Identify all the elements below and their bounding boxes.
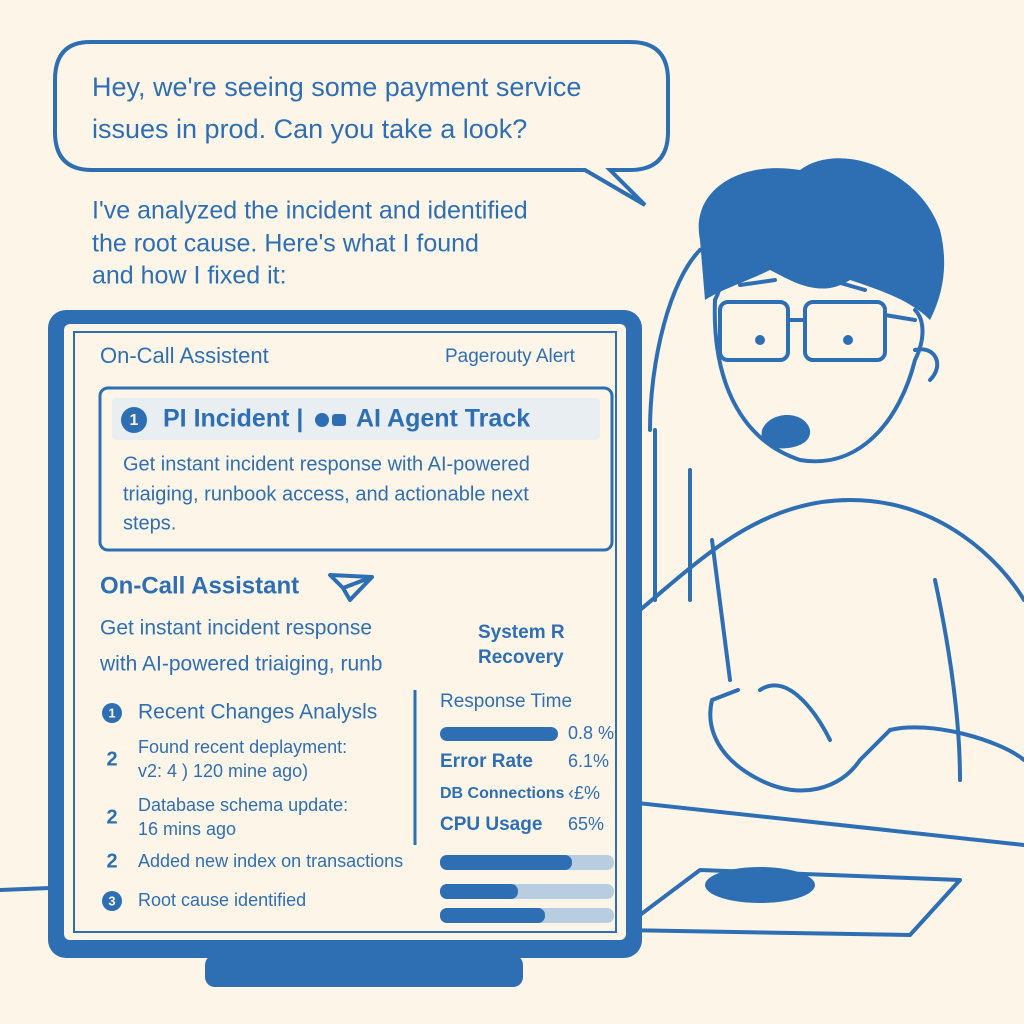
section-description-line: Get instant incident response	[100, 617, 372, 640]
step-marker-badge	[102, 703, 122, 723]
steps: 1 Recent Changes Analysls 2 Found recent de…	[102, 701, 403, 911]
glasses-bridge	[786, 313, 917, 322]
step-text: Added new index on transactions	[138, 851, 403, 871]
monitor-stand	[205, 955, 523, 987]
metric-value: 65%	[568, 814, 604, 834]
card-title-band	[112, 398, 600, 440]
mouse	[705, 867, 815, 903]
metrics: Response Time 0.8 % Error Rate 6.1%DB Conne…	[440, 691, 614, 835]
metric-label: DB Connections	[440, 785, 565, 802]
assistant-reply-line: I've analyzed the incident and identifie…	[92, 197, 528, 225]
card-title: AI Agent Track	[356, 405, 530, 433]
step-text: Database schema update:	[138, 795, 348, 815]
step-text: Recent Changes Analysls	[138, 701, 377, 724]
step-marker: 1	[108, 705, 115, 720]
arm-raised	[648, 248, 702, 432]
hair	[698, 158, 945, 320]
step-text: Found recent deplayment:	[138, 737, 347, 757]
agent-icon	[315, 413, 346, 427]
eyebrows	[738, 278, 867, 292]
send-icon	[328, 573, 374, 602]
person	[0, 158, 1024, 937]
card-number: 1	[130, 412, 139, 429]
response-bar	[440, 727, 558, 741]
speech-bubble	[53, 40, 670, 207]
mouth	[761, 415, 811, 449]
step-marker: 2	[106, 850, 117, 872]
glasses-left	[718, 300, 790, 362]
metric-value: 6.1%	[568, 751, 609, 771]
card-description-line: triaiging, runbook access, and actionabl…	[123, 483, 529, 505]
card-description-line: steps.	[123, 512, 176, 534]
header-title: On-Call Assistent	[100, 343, 269, 368]
metric-value: 0.8 %	[568, 723, 614, 743]
step-marker-badge	[102, 891, 122, 911]
forearm	[888, 725, 1024, 762]
card-title: PI Incident |	[163, 405, 303, 433]
metric-label: Error Rate	[440, 751, 533, 772]
torso-line	[933, 578, 962, 782]
eye	[843, 335, 853, 345]
section-title: On-Call Assistant	[100, 572, 299, 599]
metric-value: ‹£%	[568, 783, 600, 803]
header-badge: Pagerouty Alert	[445, 346, 576, 367]
section-description-line: with AI-powered triaiging, runb	[99, 653, 383, 676]
card-number-badge	[121, 407, 147, 433]
card-description-line: Get instant incident response with AI-po…	[123, 453, 530, 475]
ear	[913, 347, 940, 382]
metric-label: CPU Usage	[440, 814, 542, 835]
step-text: Root cause identified	[138, 890, 306, 910]
step-marker: 2	[106, 806, 117, 828]
step-text: v2: 4 ) 120 mine ago)	[138, 761, 308, 781]
user-message-line: Hey, we're seeing some payment service	[92, 72, 581, 102]
hand	[708, 538, 892, 793]
mouse-pad	[618, 868, 962, 937]
screen-border	[73, 331, 617, 933]
step-text: 16 mins ago	[138, 819, 236, 839]
metric-label: Response Time	[440, 691, 572, 712]
shoulders	[638, 498, 1024, 612]
recovery-label: System R	[478, 622, 565, 643]
user-message-line: issues in prod. Can you take a look?	[92, 114, 527, 144]
eye	[755, 335, 765, 345]
assistant-reply-line: the root cause. Here's what I found	[92, 230, 479, 258]
progress-bars	[440, 855, 614, 923]
step-marker: 3	[108, 893, 115, 908]
recovery-label: Recovery	[478, 647, 564, 668]
step-marker: 2	[106, 748, 117, 770]
glasses-right	[803, 300, 887, 362]
arm-lines	[653, 428, 692, 602]
face	[712, 298, 925, 464]
assistant-reply-line: and how I fixed it:	[92, 262, 287, 290]
